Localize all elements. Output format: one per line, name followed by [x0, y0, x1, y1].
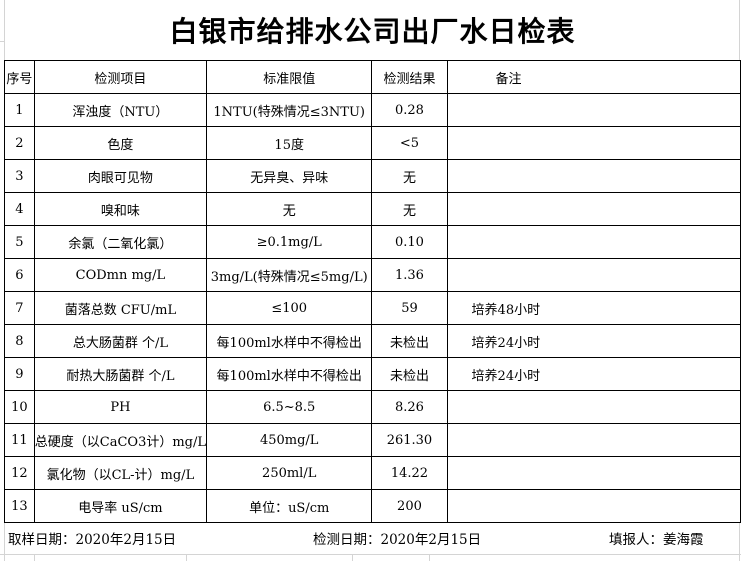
- test-result-cell: 未检出: [371, 357, 448, 391]
- row-number-cell: 11: [4, 423, 35, 457]
- standard-limit-cell: ≤100: [206, 291, 373, 325]
- remark-cell: [446, 489, 741, 523]
- remark-cell: [446, 225, 741, 259]
- standard-limit-cell: 15度: [206, 126, 373, 160]
- remark-cell: [446, 192, 741, 226]
- table-row: 4 嗅和味无无: [4, 192, 741, 226]
- sheet-gridline: [0, 554, 741, 555]
- header-cell: 序号: [4, 60, 35, 94]
- row-number-cell: 2: [4, 126, 35, 160]
- standard-limit-cell: 无异臭、异味: [206, 159, 373, 193]
- table-row: 5 余氯（二氧化氯） ≥0.1mg/L 0.10: [4, 225, 741, 259]
- row-number-cell: 5: [4, 225, 35, 259]
- table-row: 6 CODmn mg/L 3mg/L(特殊情况≤5mg/L) 1.36: [4, 258, 741, 292]
- table-row: 11 总硬度（以CaCO3计）mg/L 450mg/L 261.30: [4, 423, 741, 457]
- test-result-cell: 无: [371, 159, 448, 193]
- test-result-cell: 261.30: [371, 423, 448, 457]
- row-number-cell: 4: [4, 192, 35, 226]
- standard-limit-cell: 每100ml水样中不得检出: [206, 357, 373, 391]
- test-item-cell: CODmn mg/L: [33, 258, 208, 292]
- row-number-cell: 8: [4, 324, 35, 358]
- test-result-cell: 未检出: [371, 324, 448, 358]
- test-item-cell: 肉眼可见物: [33, 159, 208, 193]
- remark-cell: 培养24小时: [446, 357, 741, 391]
- page-title: 白银市给排水公司出厂水日检表: [169, 15, 576, 48]
- standard-limit-cell: 3mg/L(特殊情况≤5mg/L): [206, 258, 373, 292]
- standard-limit-cell: 6.5~8.5: [206, 390, 373, 424]
- remark-cell: [446, 258, 741, 292]
- remark-cell: [446, 390, 741, 424]
- row-number-cell: 3: [4, 159, 35, 193]
- standard-limit-cell: 250ml/L: [206, 456, 373, 490]
- test-item-cell: 菌落总数 CFU/mL: [33, 291, 208, 325]
- test-result-cell: 0.28: [371, 93, 448, 127]
- row-number-cell: 12: [4, 456, 35, 490]
- sheet-gridline: [429, 554, 430, 561]
- test-result-cell: 1.36: [371, 258, 448, 292]
- test-item-cell: 氯化物（以CL-计）mg/L: [33, 456, 208, 490]
- sheet-gridline: [4, 522, 5, 561]
- test-item-cell: 耐热大肠菌群 个/L: [33, 357, 208, 391]
- test-item-cell: 嗅和味: [33, 192, 208, 226]
- table-row: 9 耐热大肠菌群 个/L 每100ml水样中不得检出 未检出 培养24小时: [4, 357, 741, 391]
- header-cell: 检测结果: [371, 60, 448, 94]
- test-item-cell: 色度: [33, 126, 208, 160]
- remark-cell: 培养24小时: [446, 324, 741, 358]
- header-cell: 检测项目: [33, 60, 208, 94]
- standard-limit-cell: 450mg/L: [206, 423, 373, 457]
- sheet-gridline: [739, 522, 740, 561]
- header-cell: 备注: [446, 60, 741, 94]
- table-row: 3 肉眼可见物 无异臭、异味无: [4, 159, 741, 193]
- row-number-cell: 13: [4, 489, 35, 523]
- header-cell: 标准限值: [206, 60, 373, 94]
- row-number-cell: 10: [4, 390, 35, 424]
- remark-cell: 培养48小时: [446, 291, 741, 325]
- table-row: 2 色度 15度 <5: [4, 126, 741, 160]
- table-row: 7 菌落总数 CFU/mL ≤100 59 培养48小时: [4, 291, 741, 325]
- header-row: 序号 检测项目 标准限值 检测结果 备注: [4, 60, 741, 94]
- test-result-cell: 59: [371, 291, 448, 325]
- test-result-cell: <5: [371, 126, 448, 160]
- water-quality-table: 序号 检测项目 标准限值 检测结果 备注 1 浑浊度（NTU） 1NTU(特殊情况≤…: [4, 60, 741, 523]
- remark-cell: [446, 93, 741, 127]
- test-item-cell: 总大肠菌群 个/L: [33, 324, 208, 358]
- row-number-cell: 9: [4, 357, 35, 391]
- row-number-cell: 1: [4, 93, 35, 127]
- reporter: 填报人：姜海霞: [609, 532, 704, 548]
- remark-cell: [446, 159, 741, 193]
- sheet-gridline: [186, 554, 187, 561]
- test-date: 检测日期：2020年2月15日: [313, 532, 482, 548]
- sheet-gridline: [34, 554, 35, 561]
- test-result-cell: 8.26: [371, 390, 448, 424]
- table-row: 13 电导率 uS/cm 单位：uS/cm 200: [4, 489, 741, 523]
- test-item-cell: 余氯（二氧化氯）: [33, 225, 208, 259]
- test-result-cell: 14.22: [371, 456, 448, 490]
- row-number-cell: 7: [4, 291, 35, 325]
- table-row: 1 浑浊度（NTU） 1NTU(特殊情况≤3NTU) 0.28: [4, 93, 741, 127]
- table-row: 10 PH 6.5~8.5 8.26: [4, 390, 741, 424]
- test-item-cell: 电导率 uS/cm: [33, 489, 208, 523]
- sheet-gridline: [739, 0, 740, 60]
- test-item-cell: 浑浊度（NTU）: [33, 93, 208, 127]
- row-number-cell: 6: [4, 258, 35, 292]
- sampling-date: 取样日期：2020年2月15日: [8, 532, 177, 548]
- standard-limit-cell: 单位：uS/cm: [206, 489, 373, 523]
- remark-cell: [446, 423, 741, 457]
- test-result-cell: 0.10: [371, 225, 448, 259]
- standard-limit-cell: ≥0.1mg/L: [206, 225, 373, 259]
- table-row: 8 总大肠菌群 个/L 每100ml水样中不得检出 未检出 培养24小时: [4, 324, 741, 358]
- test-item-cell: 总硬度（以CaCO3计）mg/L: [33, 423, 208, 457]
- sheet-gridline: [352, 554, 353, 561]
- test-item-cell: PH: [33, 390, 208, 424]
- remark-cell: [446, 126, 741, 160]
- test-result-cell: 无: [371, 192, 448, 226]
- sheet-gridline: [4, 0, 5, 60]
- standard-limit-cell: 无: [206, 192, 373, 226]
- test-result-cell: 200: [371, 489, 448, 523]
- sheet-gridline: [0, 41, 4, 42]
- table-row: 12 氯化物（以CL-计）mg/L 250ml/L 14.22: [4, 456, 741, 490]
- standard-limit-cell: 1NTU(特殊情况≤3NTU): [206, 93, 373, 127]
- remark-cell: [446, 456, 741, 490]
- standard-limit-cell: 每100ml水样中不得检出: [206, 324, 373, 358]
